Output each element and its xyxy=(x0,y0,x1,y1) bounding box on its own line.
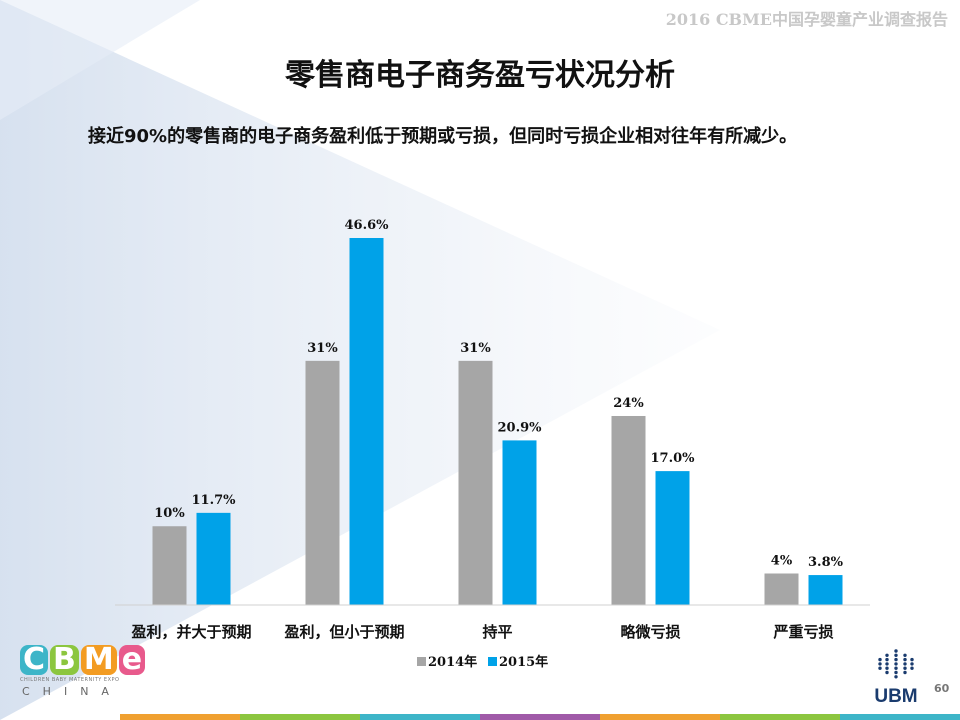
data-label-2014-1: 31% xyxy=(307,341,338,356)
cbme-logo-china: CHINA xyxy=(22,685,122,698)
legend-swatch-2015 xyxy=(488,657,497,666)
category-label-3: 略微亏损 xyxy=(620,623,680,641)
category-label-1: 盈利，但小于预期 xyxy=(283,623,404,641)
page-title: 零售商电子商务盈亏状况分析 xyxy=(285,58,675,93)
footer-segment-1 xyxy=(240,714,360,720)
bar-2015-3 xyxy=(655,471,690,605)
footer-segment-6 xyxy=(840,714,960,720)
data-label-2015-1: 46.6% xyxy=(344,218,389,233)
bar-2014-4 xyxy=(764,573,799,605)
bar-2015-4 xyxy=(808,575,843,605)
cbme-letter-2: M xyxy=(80,645,117,675)
bar-2014-1 xyxy=(305,360,340,605)
bar-2014-3 xyxy=(611,415,646,605)
subtitle: 接近90%的零售商的电子商务盈利低于预期或亏损，但同时亏损企业相对往年有所减少。 xyxy=(88,126,798,147)
legend-label-2015: 2015年 xyxy=(499,654,548,670)
ubm-logo-text: UBM xyxy=(874,686,918,707)
page-number: 60 xyxy=(934,682,950,695)
data-label-2015-2: 20.9% xyxy=(497,420,542,435)
footer-segment-4 xyxy=(600,714,720,720)
cbme-letter-1: B xyxy=(50,645,79,675)
data-label-2015-4: 3.8% xyxy=(808,555,844,570)
cbme-letter-0: C xyxy=(20,645,49,675)
legend-swatch-2014 xyxy=(417,657,426,666)
footer-segment-3 xyxy=(480,714,600,720)
ubm-dots-icon xyxy=(878,649,914,679)
footer-segment-0 xyxy=(120,714,240,720)
category-label-2: 持平 xyxy=(482,623,512,641)
bar-2014-0 xyxy=(152,526,187,605)
category-label-0: 盈利，并大于预期 xyxy=(130,623,251,641)
data-label-2014-4: 4% xyxy=(771,553,793,568)
cbme-letter-3: e xyxy=(118,645,146,675)
data-label-2015-3: 17.0% xyxy=(650,451,695,466)
bar-2015-2 xyxy=(502,440,537,605)
cbme-logo-subtext: CHILDREN BABY MATERNITY EXPO xyxy=(20,677,120,683)
bar-2015-1 xyxy=(349,238,384,605)
data-label-2014-0: 10% xyxy=(154,506,185,521)
footer-segment-2 xyxy=(360,714,480,720)
data-label-2014-2: 31% xyxy=(460,341,491,356)
data-label-2015-0: 11.7% xyxy=(191,493,236,508)
report-header-tag: 2016 CBME中国孕婴童产业调查报告 xyxy=(665,10,948,29)
legend-label-2014: 2014年 xyxy=(428,654,477,670)
category-label-4: 严重亏损 xyxy=(772,623,833,641)
footer-segment-5 xyxy=(720,714,840,720)
bar-2015-0 xyxy=(196,512,231,605)
footer-color-bar xyxy=(120,714,960,720)
data-label-2014-3: 24% xyxy=(613,396,644,411)
ubm-logo: UBM xyxy=(868,648,924,708)
bar-2014-2 xyxy=(458,360,493,605)
